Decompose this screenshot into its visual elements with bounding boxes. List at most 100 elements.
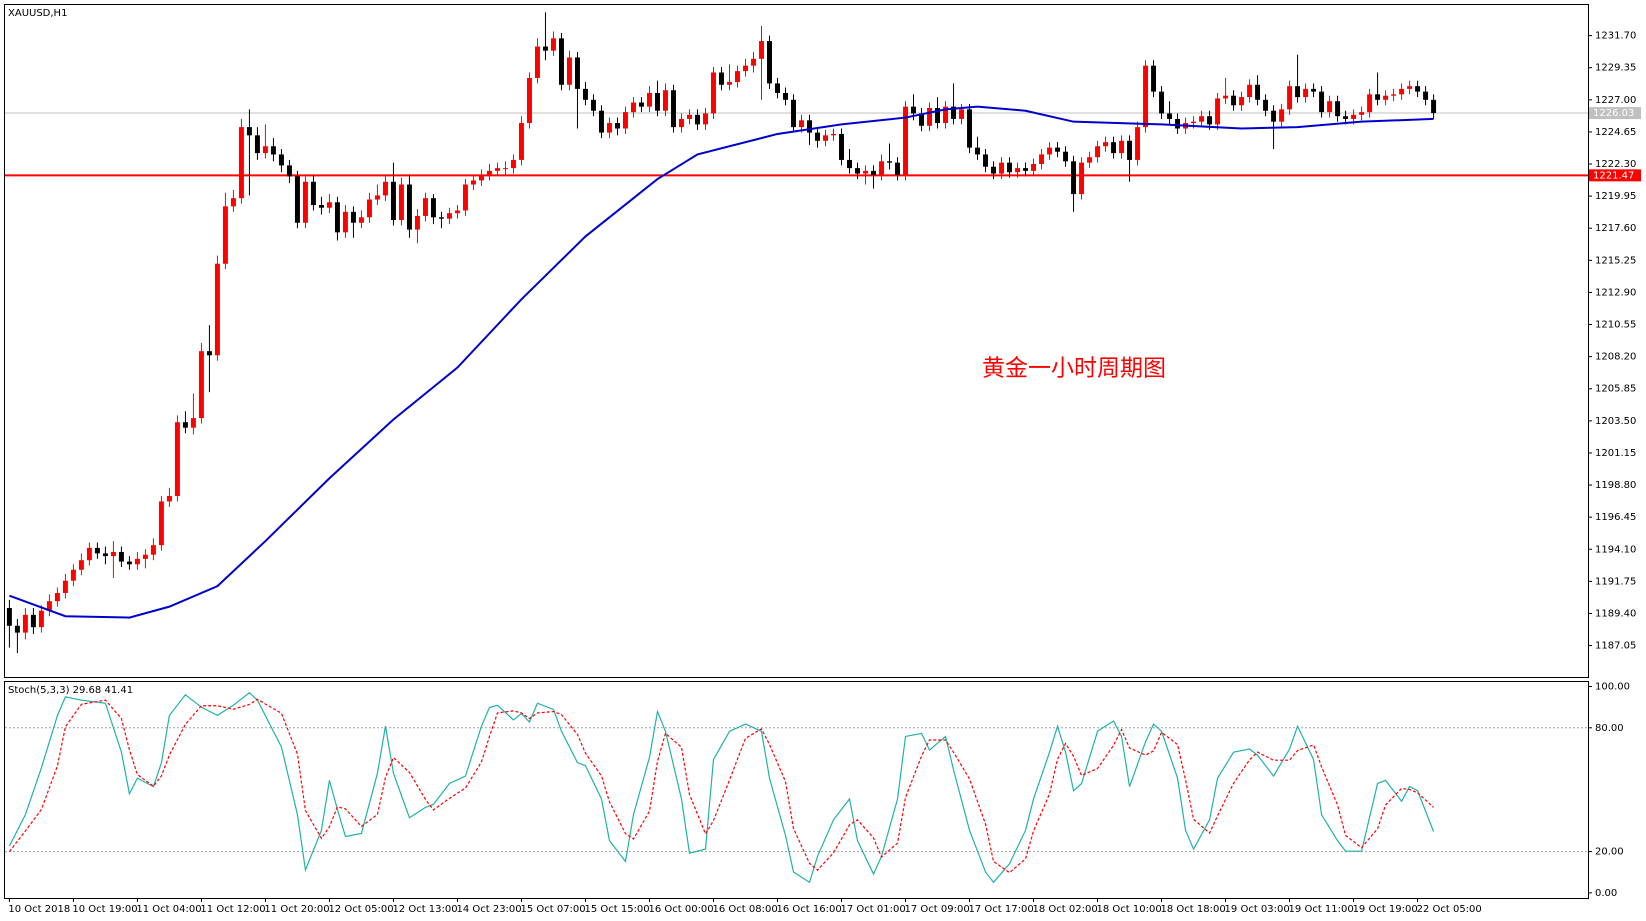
candle-body — [959, 109, 965, 119]
candle-body — [1239, 97, 1245, 106]
candle-body — [967, 109, 973, 148]
candle-body — [1335, 101, 1341, 117]
candle-body — [502, 168, 508, 170]
y-tick-label: 1198.80 — [1595, 480, 1636, 491]
candle-body — [1167, 113, 1173, 119]
y-tick-label: 1217.60 — [1595, 223, 1636, 234]
candle-body — [582, 88, 588, 100]
candle-body — [1015, 168, 1021, 173]
candle-body — [1079, 162, 1085, 195]
y-tick-label: 0.00 — [1595, 888, 1617, 899]
candle-body — [823, 135, 828, 141]
candle-body — [1303, 88, 1309, 98]
candle-body — [390, 181, 396, 221]
candle-body — [598, 110, 604, 133]
candle-body — [1247, 84, 1253, 98]
candle-body — [807, 120, 812, 133]
candle-body — [574, 57, 580, 89]
candle-body — [454, 210, 460, 214]
candle-body — [1143, 65, 1149, 128]
candle-body — [1351, 114, 1357, 119]
candle-body — [542, 46, 548, 51]
candle-body — [366, 199, 372, 218]
hline-tag — [1589, 169, 1641, 182]
candle-body — [1407, 86, 1413, 89]
candle-body — [350, 211, 356, 223]
x-tick-label: 10 Oct 19:00 — [72, 904, 137, 915]
x-tick-label: 17 Oct 09:00 — [905, 904, 970, 915]
y-tick-label: 1194.10 — [1595, 544, 1636, 555]
candle-body — [671, 90, 676, 128]
y-tick-label: 100.00 — [1595, 682, 1630, 693]
y-tick-label: 1201.15 — [1595, 448, 1636, 459]
candle-body — [815, 132, 820, 141]
candle-body — [1383, 95, 1389, 100]
candle-body — [94, 547, 100, 554]
candle-body — [1319, 91, 1325, 113]
candle-body — [86, 547, 92, 561]
candle-body — [1071, 161, 1077, 195]
candle-body — [622, 112, 628, 129]
candle-body — [847, 159, 852, 169]
candle-body — [286, 165, 292, 177]
candle-body — [887, 161, 892, 163]
candle-body — [414, 215, 420, 230]
candle-body — [919, 113, 924, 126]
x-tick-label: 12 Oct 13:00 — [392, 904, 457, 915]
x-tick-label: 15 Oct 07:00 — [520, 904, 585, 915]
candle-body — [214, 263, 220, 356]
candle-body — [863, 170, 868, 174]
candle-body — [398, 184, 404, 221]
y-tick-label: 1227.00 — [1595, 95, 1636, 106]
candle-body — [1255, 84, 1261, 100]
candle-body — [318, 205, 324, 208]
candle-body — [590, 99, 596, 111]
candle-body — [102, 553, 108, 557]
y-tick-label: 1231.70 — [1595, 31, 1636, 42]
candle-body — [663, 90, 668, 111]
candle-body — [606, 123, 612, 133]
candle-body — [278, 154, 284, 166]
hline-label: 1221.47 — [1593, 170, 1634, 181]
candle-body — [238, 127, 244, 199]
candle-body — [462, 184, 468, 211]
candle-body — [1415, 86, 1421, 92]
candle-body — [1271, 110, 1277, 122]
candle-body — [839, 133, 844, 160]
candle-body — [1287, 86, 1293, 110]
candle-body — [342, 211, 348, 233]
candle-body — [895, 162, 900, 175]
candle-body — [1215, 98, 1221, 125]
candle-body — [1431, 99, 1437, 114]
candle-body — [478, 174, 484, 181]
y-tick-label: 1219.95 — [1595, 191, 1636, 202]
x-tick-label: 17 Oct 01:00 — [841, 904, 906, 915]
candle-body — [150, 545, 156, 555]
x-tick-label: 11 Oct 04:00 — [136, 904, 201, 915]
candle-body — [246, 127, 252, 136]
candle-body — [903, 106, 908, 175]
candle-body — [1159, 91, 1165, 114]
candle-body — [1223, 95, 1229, 99]
x-tick-label: 17 Oct 17:00 — [969, 904, 1034, 915]
candle-body — [470, 180, 476, 185]
candle-body — [1231, 95, 1237, 106]
y-tick-label: 1189.40 — [1595, 608, 1636, 619]
candle-body — [1375, 94, 1381, 100]
candle-body — [270, 146, 276, 155]
candle-body — [711, 72, 716, 114]
candle-body — [142, 554, 148, 559]
candle-body — [526, 77, 532, 124]
candle-body — [38, 610, 44, 628]
annotation: 黄金一小时周期图 — [982, 348, 1166, 382]
candle-body — [78, 560, 84, 570]
candle-body — [1095, 146, 1101, 158]
candle-body — [1111, 142, 1117, 154]
stoch-line — [8, 698, 1434, 874]
x-tick-label: 18 Oct 02:00 — [1033, 904, 1098, 915]
x-tick-label: 11 Oct 12:00 — [200, 904, 265, 915]
candle-body — [1047, 147, 1053, 155]
candle-body — [1127, 140, 1133, 160]
x-tick-label: 10 Oct 2018 — [8, 904, 70, 915]
